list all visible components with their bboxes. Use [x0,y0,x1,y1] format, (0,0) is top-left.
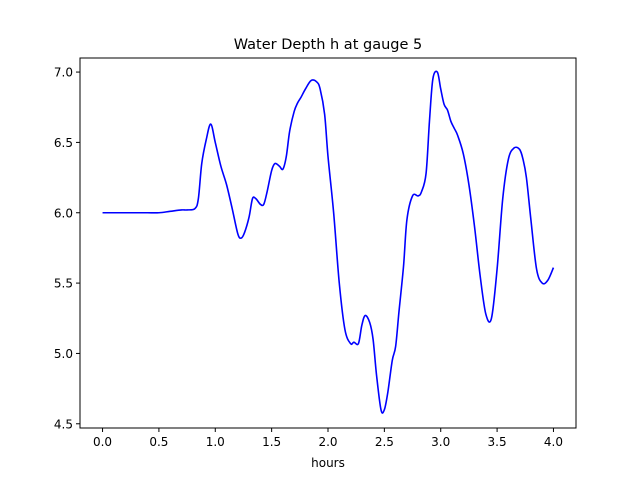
x-axis: 0.0 0.5 1.0 1.5 2.0 2.5 3.0 3.5 4.0 [93,428,563,449]
y-tick-label: 6.5 [54,136,73,150]
y-axis: 4.5 5.0 5.5 6.0 6.5 7.0 [54,66,80,431]
x-tick-label: 4.0 [544,435,563,449]
x-tick-label: 3.5 [488,435,507,449]
x-tick-label: 1.5 [262,435,281,449]
x-axis-label: hours [311,456,345,470]
x-tick-label: 0.5 [149,435,168,449]
x-tick-label: 2.0 [318,435,337,449]
y-tick-label: 5.0 [54,347,73,361]
x-tick-label: 0.0 [93,435,112,449]
y-tick-label: 6.0 [54,206,73,220]
y-tick-label: 7.0 [54,66,73,80]
x-tick-label: 2.5 [375,435,394,449]
series-layer [102,70,555,414]
plot-area [80,58,576,428]
x-tick-label: 1.0 [206,435,225,449]
chart-title: Water Depth h at gauge 5 [234,37,422,53]
y-tick-label: 5.5 [54,277,73,291]
y-tick-label: 4.5 [54,417,73,431]
series-line [102,70,555,414]
x-tick-label: 3.0 [431,435,450,449]
